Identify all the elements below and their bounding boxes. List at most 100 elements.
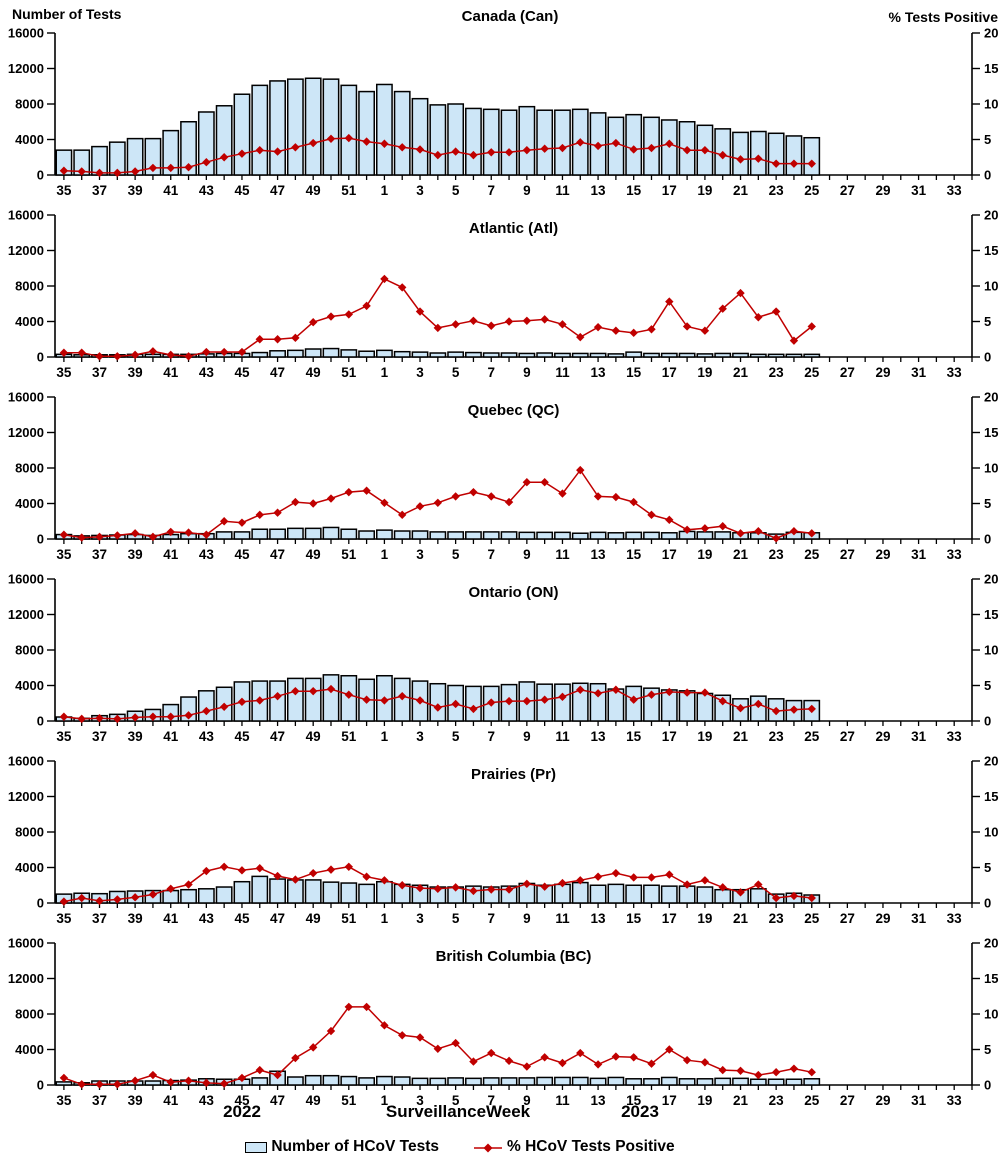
bar bbox=[482, 108, 500, 176]
diamond-marker bbox=[344, 310, 353, 319]
year-label-2022: 2022 bbox=[223, 1102, 261, 1121]
x-week-label: 43 bbox=[199, 547, 215, 562]
x-week-label: 27 bbox=[840, 1093, 855, 1108]
bar bbox=[251, 84, 269, 176]
diamond-marker bbox=[682, 322, 692, 331]
diamond-marker bbox=[433, 150, 443, 160]
diamond-marker bbox=[202, 158, 211, 167]
bar bbox=[197, 111, 215, 176]
x-week-label: 39 bbox=[128, 1093, 143, 1108]
diamond-marker bbox=[380, 498, 389, 507]
diamond-marker bbox=[380, 1021, 389, 1030]
series-number-of-hcov-tests bbox=[55, 875, 821, 904]
y-left-tick-label: 12000 bbox=[8, 425, 44, 440]
diamond-marker bbox=[451, 147, 460, 156]
x-week-label: 43 bbox=[199, 365, 215, 380]
diamond-marker bbox=[130, 167, 140, 176]
diamond-marker bbox=[611, 326, 621, 335]
series-hcov-tests-positive bbox=[59, 465, 816, 543]
x-week-label: 1 bbox=[381, 365, 389, 380]
diamond-marker bbox=[273, 871, 282, 881]
legend-item-positive: % HCoV Tests Positive bbox=[473, 1138, 675, 1156]
y-left-tick-label: 0 bbox=[37, 896, 44, 911]
diamond-marker bbox=[665, 687, 674, 697]
bar bbox=[358, 350, 376, 358]
diamond-marker bbox=[700, 145, 710, 155]
bar bbox=[269, 350, 286, 358]
bar bbox=[144, 1080, 162, 1086]
diamond-marker bbox=[398, 283, 407, 292]
x-week-label: 35 bbox=[56, 183, 72, 198]
diamond-marker bbox=[451, 883, 460, 892]
diamond-marker bbox=[682, 688, 692, 697]
bar bbox=[536, 1076, 554, 1086]
y-right-tick-label: 10 bbox=[984, 461, 998, 476]
bar bbox=[269, 80, 286, 176]
line-path bbox=[63, 277, 813, 358]
x-week-label: 23 bbox=[769, 183, 785, 198]
x-week-label: 33 bbox=[947, 729, 963, 744]
y-left-tick-label: 8000 bbox=[15, 825, 44, 840]
bar bbox=[749, 353, 767, 358]
x-week-label: 33 bbox=[947, 911, 963, 926]
diamond-marker bbox=[433, 1044, 443, 1053]
x-week-label: 3 bbox=[416, 1093, 424, 1108]
bar bbox=[358, 530, 376, 540]
bar bbox=[571, 1076, 589, 1086]
x-week-label: 5 bbox=[452, 911, 460, 926]
bar bbox=[696, 886, 714, 904]
diamond-marker bbox=[469, 316, 478, 325]
x-week-label: 5 bbox=[452, 1093, 460, 1108]
x-week-label: 41 bbox=[163, 183, 179, 198]
x-week-label: 19 bbox=[697, 365, 712, 380]
x-week-label: 1 bbox=[381, 183, 389, 198]
diamond-marker bbox=[415, 307, 425, 316]
bar bbox=[571, 352, 589, 358]
diamond-marker bbox=[148, 163, 158, 173]
diamond-marker bbox=[362, 872, 371, 881]
bar bbox=[286, 677, 304, 722]
diamond-marker bbox=[326, 134, 336, 143]
diamond-marker bbox=[59, 1073, 69, 1083]
x-week-label: 3 bbox=[416, 183, 424, 198]
y-right-tick-label: 0 bbox=[984, 1078, 991, 1093]
y-left-tick-label: 16000 bbox=[8, 208, 44, 223]
bar bbox=[465, 107, 482, 176]
x-week-label: 5 bbox=[452, 183, 460, 198]
x-week-label: 31 bbox=[911, 183, 927, 198]
diamond-marker bbox=[59, 530, 69, 539]
x-week-label: 31 bbox=[911, 911, 927, 926]
bar bbox=[269, 680, 286, 722]
diamond-marker bbox=[771, 893, 781, 903]
bar bbox=[162, 129, 180, 176]
diamond-marker bbox=[148, 1070, 158, 1080]
y-right-tick-label: 5 bbox=[984, 860, 991, 875]
bar bbox=[447, 1077, 465, 1086]
diamond-marker bbox=[504, 497, 514, 507]
x-week-label: 3 bbox=[416, 729, 424, 744]
bar bbox=[269, 528, 286, 540]
diamond-marker bbox=[593, 141, 603, 151]
diamond-marker bbox=[113, 352, 122, 361]
x-week-label: 25 bbox=[804, 911, 820, 926]
diamond-marker bbox=[771, 534, 781, 543]
x-week-label: 13 bbox=[591, 547, 607, 562]
y-right-tick-label: 5 bbox=[984, 314, 991, 329]
y-left-tick-label: 4000 bbox=[15, 678, 44, 693]
x-week-label: 17 bbox=[662, 365, 677, 380]
diamond-marker bbox=[682, 1055, 692, 1065]
bar bbox=[304, 527, 322, 540]
diamond-marker bbox=[682, 525, 692, 534]
bar bbox=[322, 347, 340, 358]
diamond-marker bbox=[113, 714, 122, 724]
x-week-label: 23 bbox=[769, 911, 785, 926]
diamond-marker bbox=[398, 143, 407, 152]
x-week-label: 39 bbox=[128, 911, 143, 926]
bar bbox=[340, 1075, 358, 1086]
y-left-tick-label: 4000 bbox=[15, 860, 44, 875]
x-week-label: 41 bbox=[163, 911, 179, 926]
bar bbox=[465, 1077, 482, 1086]
